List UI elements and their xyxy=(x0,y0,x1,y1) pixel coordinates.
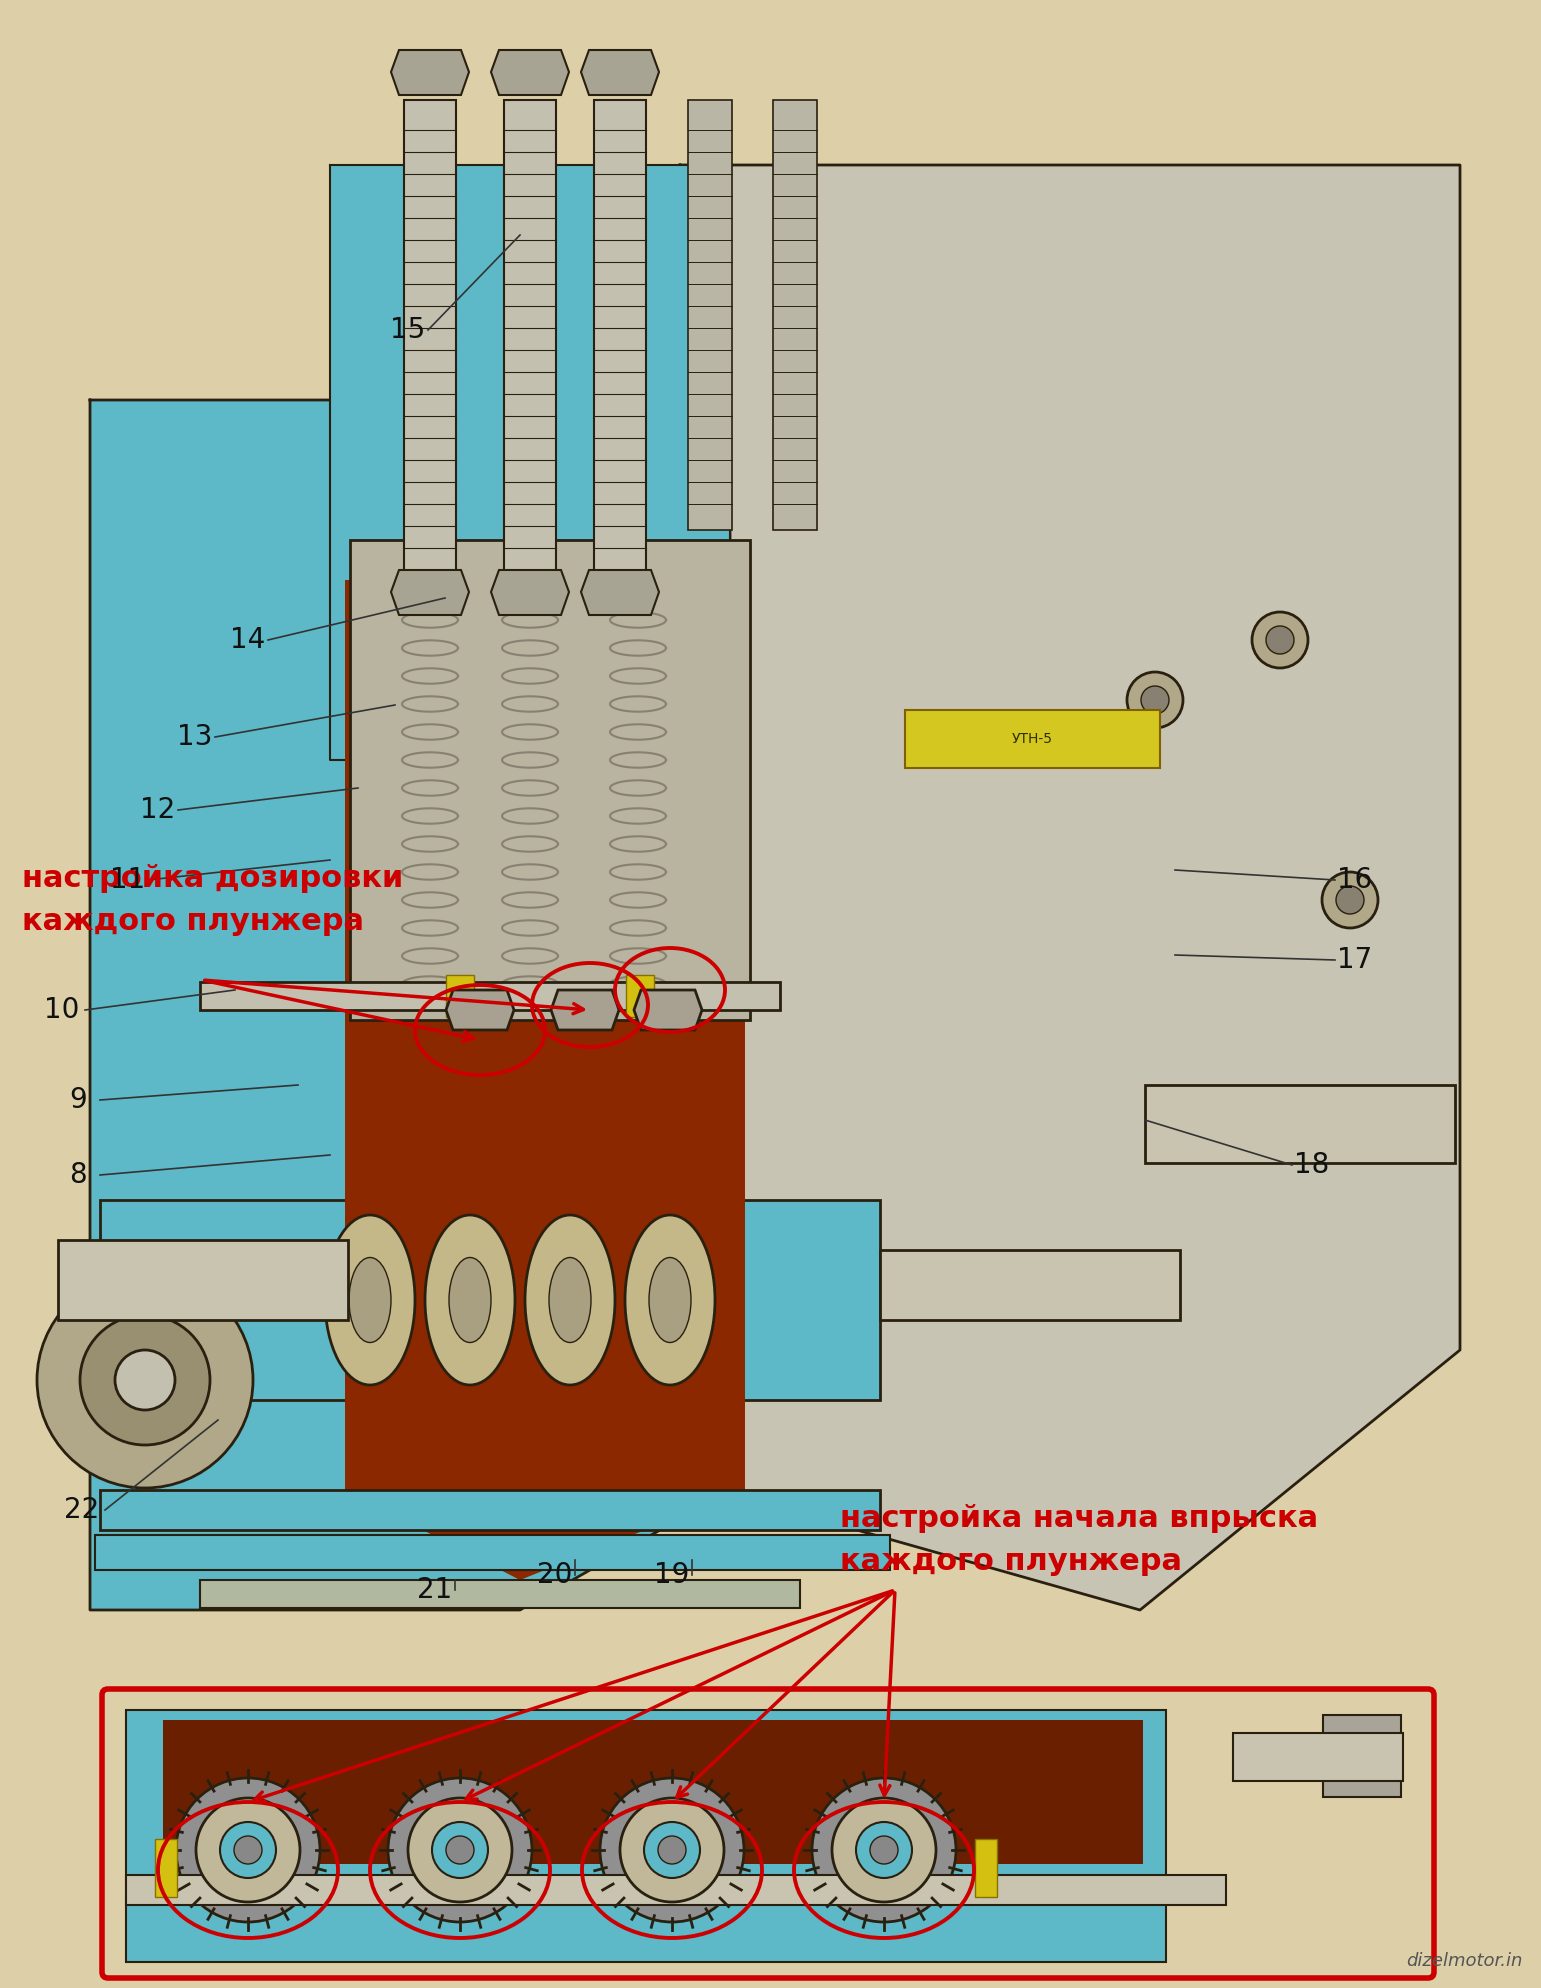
Bar xyxy=(445,974,475,1018)
Circle shape xyxy=(431,1821,488,1879)
Circle shape xyxy=(1126,672,1183,728)
Bar xyxy=(59,1241,348,1320)
Circle shape xyxy=(220,1821,276,1879)
Circle shape xyxy=(408,1797,512,1903)
Polygon shape xyxy=(391,50,468,95)
Circle shape xyxy=(445,1837,475,1865)
Circle shape xyxy=(1267,626,1294,654)
Ellipse shape xyxy=(549,1258,592,1342)
Bar xyxy=(200,1580,800,1608)
Bar xyxy=(163,1720,1143,1865)
Text: 22: 22 xyxy=(65,1497,100,1525)
Circle shape xyxy=(1140,686,1170,714)
Polygon shape xyxy=(330,165,730,759)
Bar xyxy=(593,99,646,580)
Ellipse shape xyxy=(348,1258,391,1342)
Text: 17: 17 xyxy=(1338,946,1373,974)
Bar xyxy=(774,99,817,531)
Circle shape xyxy=(812,1777,955,1922)
Text: 16: 16 xyxy=(1338,867,1373,895)
Polygon shape xyxy=(445,990,515,1030)
Polygon shape xyxy=(633,990,703,1030)
Ellipse shape xyxy=(325,1215,415,1386)
Text: dizelmotor.in: dizelmotor.in xyxy=(1407,1952,1523,1970)
Text: 19: 19 xyxy=(655,1561,690,1588)
Bar xyxy=(126,1710,1167,1962)
Ellipse shape xyxy=(525,1215,615,1386)
Text: 8: 8 xyxy=(69,1161,86,1189)
Circle shape xyxy=(832,1797,935,1903)
Circle shape xyxy=(116,1350,176,1409)
Bar xyxy=(350,541,750,1020)
Polygon shape xyxy=(391,571,468,614)
Text: настройка начала впрыска
каждого плунжера: настройка начала впрыска каждого плунжер… xyxy=(840,1505,1318,1576)
Circle shape xyxy=(176,1777,321,1922)
Bar xyxy=(1145,1085,1455,1163)
Circle shape xyxy=(196,1797,300,1903)
Text: 13: 13 xyxy=(177,724,213,751)
Bar xyxy=(905,710,1160,767)
Circle shape xyxy=(1336,887,1364,914)
Circle shape xyxy=(658,1837,686,1865)
Polygon shape xyxy=(492,50,569,95)
Polygon shape xyxy=(345,580,744,1580)
Circle shape xyxy=(619,1797,724,1903)
Bar xyxy=(100,1201,880,1400)
Bar xyxy=(100,1489,880,1531)
Bar xyxy=(1233,1734,1402,1781)
Circle shape xyxy=(599,1777,744,1922)
Bar xyxy=(126,1875,1227,1905)
Polygon shape xyxy=(581,571,660,614)
Text: 11: 11 xyxy=(111,867,146,895)
Circle shape xyxy=(644,1821,700,1879)
Bar xyxy=(96,1535,891,1571)
Ellipse shape xyxy=(649,1258,690,1342)
FancyBboxPatch shape xyxy=(102,1690,1435,1978)
Bar xyxy=(1324,1716,1401,1797)
Bar xyxy=(156,1839,177,1897)
Bar xyxy=(687,99,732,531)
Ellipse shape xyxy=(626,1215,715,1386)
Polygon shape xyxy=(492,571,569,614)
Text: 15: 15 xyxy=(390,316,425,344)
Bar xyxy=(404,99,456,580)
Bar xyxy=(626,974,653,1018)
Text: 18: 18 xyxy=(1294,1151,1330,1179)
Circle shape xyxy=(1322,873,1378,928)
Circle shape xyxy=(80,1314,210,1445)
Circle shape xyxy=(388,1777,532,1922)
Circle shape xyxy=(855,1821,912,1879)
Text: УТН-5: УТН-5 xyxy=(1011,732,1053,746)
Text: 14: 14 xyxy=(230,626,265,654)
Bar xyxy=(504,99,556,580)
Polygon shape xyxy=(89,400,730,1610)
Polygon shape xyxy=(581,50,660,95)
Ellipse shape xyxy=(425,1215,515,1386)
Circle shape xyxy=(37,1272,253,1487)
Text: 12: 12 xyxy=(140,795,176,823)
Text: настройка дозировки
каждого плунжера: настройка дозировки каждого плунжера xyxy=(22,865,404,936)
Polygon shape xyxy=(680,165,1459,1610)
Bar xyxy=(880,1250,1180,1320)
Text: 20: 20 xyxy=(538,1561,573,1588)
Text: 21: 21 xyxy=(418,1576,453,1604)
Circle shape xyxy=(1251,612,1308,668)
Circle shape xyxy=(871,1837,898,1865)
Text: 9: 9 xyxy=(69,1085,86,1113)
Bar xyxy=(975,1839,997,1897)
Text: 10: 10 xyxy=(45,996,80,1024)
Polygon shape xyxy=(552,990,619,1030)
Bar xyxy=(200,982,780,1010)
Ellipse shape xyxy=(448,1258,492,1342)
Circle shape xyxy=(234,1837,262,1865)
